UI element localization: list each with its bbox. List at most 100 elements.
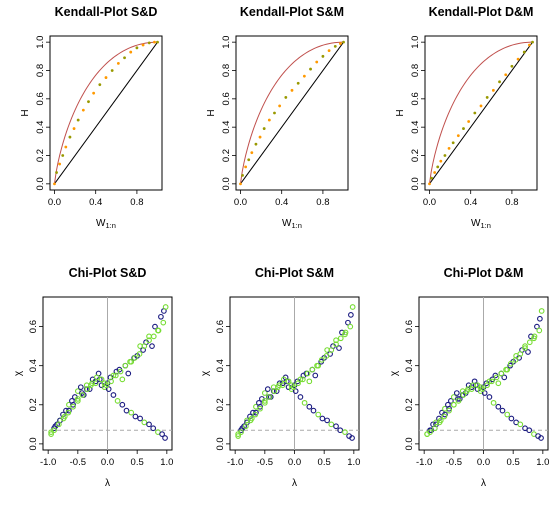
data-point — [495, 403, 502, 410]
data-point — [517, 421, 524, 428]
data-point — [152, 323, 158, 330]
data-point — [141, 43, 145, 47]
data-point — [531, 40, 534, 44]
x-tick-label: -1.0 — [416, 457, 432, 468]
data-point — [103, 382, 110, 389]
data-point — [77, 384, 84, 391]
data-point — [98, 376, 105, 383]
x-tick-label: 0.4 — [89, 197, 102, 208]
data-point — [64, 145, 68, 149]
data-point — [108, 378, 114, 385]
data-point — [447, 147, 451, 150]
data-point — [93, 374, 100, 381]
data-point — [123, 56, 126, 60]
data-point — [309, 366, 316, 373]
data-point — [122, 362, 129, 369]
chart-title: Kendall-Plot S&M — [240, 5, 344, 19]
data-point — [490, 399, 497, 406]
x-tick-label: 0.8 — [316, 197, 329, 208]
data-point — [72, 127, 76, 130]
y-tick-label: 0.2 — [35, 149, 46, 162]
data-point — [498, 370, 505, 377]
data-point — [526, 339, 533, 346]
data-point — [51, 427, 57, 434]
data-point — [136, 351, 143, 357]
data-point — [427, 429, 433, 436]
x-tick-label: -1.0 — [227, 457, 243, 468]
y-tick-label: 0.4 — [221, 121, 232, 134]
y-tick-label: 0.6 — [404, 320, 415, 333]
data-point — [479, 386, 486, 392]
data-point — [525, 349, 531, 355]
data-point — [526, 427, 533, 434]
y-axis-label: χ — [13, 370, 24, 376]
data-point — [160, 319, 167, 326]
data-point — [337, 427, 344, 434]
x-tick-label: -0.5 — [257, 457, 273, 468]
data-point — [342, 429, 348, 436]
data-point — [433, 419, 439, 426]
data-point — [271, 388, 278, 394]
upper-bound-curve — [53, 41, 158, 184]
x-tick-label: 0.5 — [131, 457, 144, 468]
data-point — [155, 327, 162, 334]
data-point — [456, 134, 460, 138]
data-point — [460, 392, 467, 398]
data-point — [318, 356, 325, 363]
chart-title: Kendall-Plot S&D — [55, 5, 158, 19]
y-tick-label: 0.4 — [410, 121, 421, 134]
data-point — [89, 380, 95, 387]
y-tick-label: 0.4 — [404, 359, 415, 372]
y-tick-label: 0.2 — [410, 149, 421, 162]
data-point — [266, 394, 273, 400]
y-axis-label: H — [20, 109, 31, 116]
x-tick-label: 0.8 — [130, 197, 143, 208]
data-point — [153, 40, 156, 44]
panel-chi-2: Chi-Plot S&M -1.0 -0.5 0.0 0.5 1.0 0.0 0.2 0.4 0.… — [200, 266, 360, 489]
data-point — [70, 403, 76, 410]
data-point — [127, 358, 133, 365]
data-point — [141, 419, 148, 426]
x-tick-label: 0.0 — [477, 457, 490, 468]
data-point — [92, 91, 96, 95]
data-point — [261, 399, 268, 406]
data-point — [55, 421, 62, 428]
data-point — [512, 356, 519, 363]
data-point — [70, 401, 76, 408]
x-tick-label: 1.0 — [347, 457, 360, 468]
upper-bound-curve — [428, 41, 533, 184]
y-tick-label: 0.6 — [35, 92, 46, 105]
data-point — [479, 104, 483, 108]
data-point — [146, 337, 152, 344]
data-point — [244, 165, 248, 169]
data-point — [349, 304, 356, 310]
x-tick-label: 0.0 — [423, 197, 436, 208]
data-point — [267, 118, 271, 122]
data-point — [104, 76, 108, 79]
data-point — [239, 182, 242, 186]
data-point — [455, 398, 462, 404]
data-point — [65, 409, 72, 416]
data-point — [347, 323, 354, 330]
data-point — [76, 118, 80, 122]
y-tick-label: 0.0 — [35, 177, 46, 190]
data-point — [450, 401, 457, 408]
data-point — [261, 390, 268, 396]
data-point — [538, 308, 545, 314]
data-point — [473, 111, 477, 115]
data-point — [333, 45, 337, 48]
data-point — [60, 415, 67, 422]
data-point — [147, 41, 151, 45]
x-tick-label: -0.5 — [446, 457, 462, 468]
data-point — [528, 43, 531, 47]
data-point — [112, 372, 119, 379]
data-point — [292, 388, 299, 394]
data-point — [328, 421, 335, 428]
data-point — [156, 40, 159, 44]
data-point — [531, 333, 538, 340]
data-point — [74, 398, 81, 404]
x-axis-label: λ — [292, 478, 297, 489]
y-tick-label: 0.6 — [410, 92, 421, 105]
data-point — [507, 360, 514, 367]
